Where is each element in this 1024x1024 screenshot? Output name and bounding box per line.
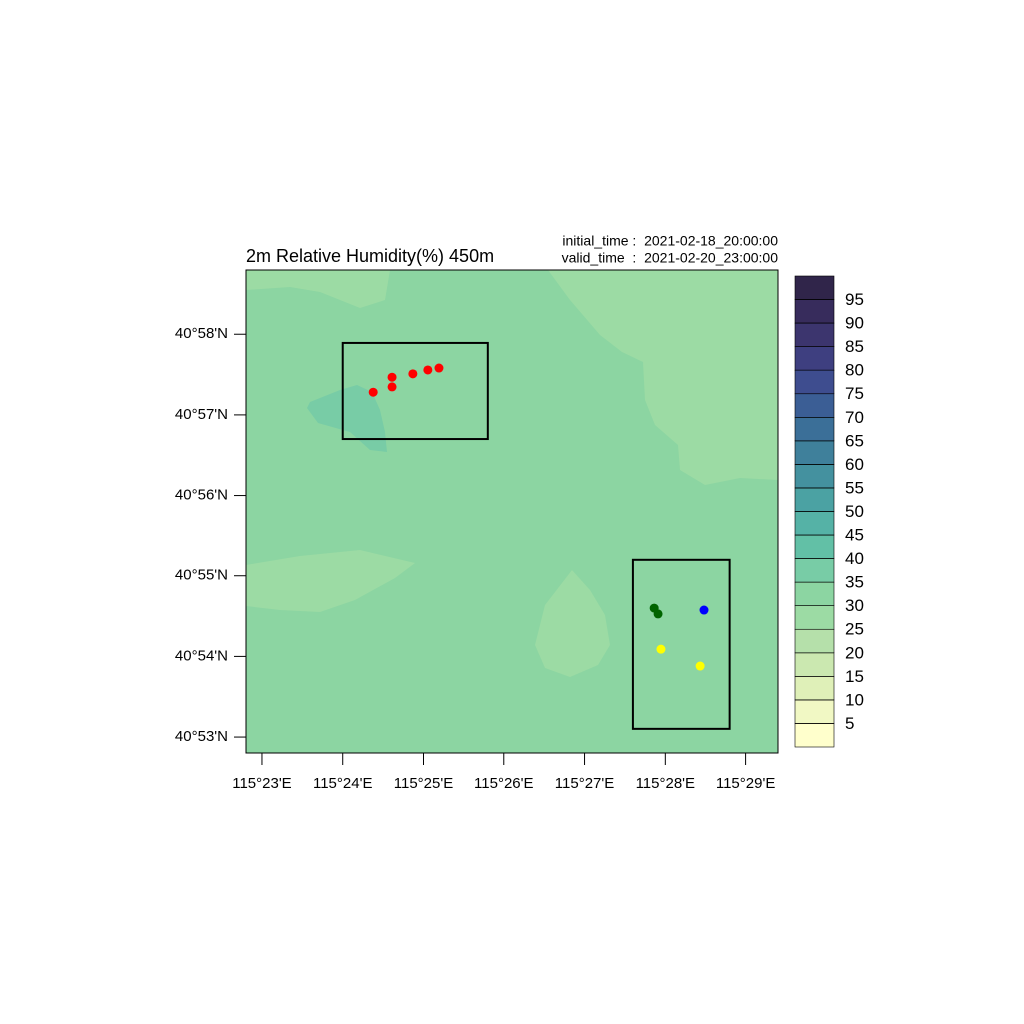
colorbar-box xyxy=(794,605,835,630)
valid-time: valid_time : 2021-02-20_23:00:00 xyxy=(562,250,779,266)
x-tick-label: 115°26'E xyxy=(474,775,533,792)
x-tick-label: 115°27'E xyxy=(555,775,614,792)
x-tick-label: 115°28'E xyxy=(636,775,695,792)
colorbar-label: 85 xyxy=(845,337,864,356)
colorbar-label: 10 xyxy=(845,690,864,709)
station-point xyxy=(408,369,418,379)
field-light xyxy=(535,570,610,677)
colorbar-label: 20 xyxy=(845,643,864,662)
y-tick-label: 40°53'N xyxy=(175,728,228,745)
station-point xyxy=(387,382,397,392)
station-point xyxy=(423,365,433,375)
colorbar-label: 70 xyxy=(845,408,864,427)
y-tick-label: 40°54'N xyxy=(175,647,228,664)
colorbar-box xyxy=(794,723,835,748)
colorbar-box xyxy=(794,511,835,536)
colorbar-box xyxy=(794,393,835,418)
y-tick-label: 40°56'N xyxy=(175,487,228,504)
colorbar-box xyxy=(794,676,835,701)
colorbar-label: 95 xyxy=(845,290,864,309)
plot-frame xyxy=(245,269,779,754)
colorbar-label: 30 xyxy=(845,596,864,615)
field-dark xyxy=(307,385,387,452)
colorbar-box xyxy=(794,652,835,677)
colorbar-box xyxy=(794,346,835,371)
x-tick-label: 115°24'E xyxy=(313,775,372,792)
colorbar-box xyxy=(794,275,835,300)
colorbar-box xyxy=(794,416,835,442)
colorbar-label: 25 xyxy=(845,620,864,639)
station-point xyxy=(434,363,444,373)
station-point xyxy=(387,372,397,382)
title: 2m Relative Humidity(%) 450m xyxy=(246,246,494,266)
colorbar-box xyxy=(794,299,835,324)
station-point xyxy=(653,609,663,619)
colorbar-box xyxy=(794,558,835,583)
x-tick-label: 115°25'E xyxy=(394,775,453,792)
colorbar-label: 80 xyxy=(845,361,864,380)
field-light xyxy=(246,550,415,612)
colorbar-label: 60 xyxy=(845,455,864,474)
colorbar-box xyxy=(794,534,835,559)
colorbar-box xyxy=(794,464,835,489)
colorbar-label: 75 xyxy=(845,384,864,403)
colorbar-label: 45 xyxy=(845,526,864,545)
colorbar-box xyxy=(794,440,835,465)
region-box xyxy=(341,341,489,441)
colorbar-label: 40 xyxy=(845,549,864,568)
station-point xyxy=(695,661,705,671)
field-light xyxy=(246,270,390,308)
station-point xyxy=(656,644,666,654)
colorbar-label: 5 xyxy=(845,714,854,733)
colorbar-box xyxy=(794,487,835,512)
colorbar-box xyxy=(794,699,835,724)
y-tick-label: 40°58'N xyxy=(175,325,228,342)
x-tick-label: 115°29'E xyxy=(716,775,775,792)
y-tick-label: 40°57'N xyxy=(175,406,228,423)
field-light xyxy=(548,270,778,485)
y-tick-label: 40°55'N xyxy=(175,567,228,584)
colorbar-box xyxy=(794,322,835,347)
colorbar-label: 65 xyxy=(845,431,864,450)
colorbar-label: 35 xyxy=(845,573,864,592)
colorbar-label: 90 xyxy=(845,314,864,333)
initial-time: initial_time : 2021-02-18_20:00:00 xyxy=(562,233,778,249)
region-box xyxy=(631,558,731,730)
colorbar-label: 55 xyxy=(845,478,864,497)
colorbar-label: 15 xyxy=(845,667,864,686)
colorbar-box xyxy=(794,628,835,654)
colorbar-box xyxy=(794,369,835,395)
colorbar-label: 50 xyxy=(845,502,864,521)
colorbar-box xyxy=(794,581,835,607)
station-point xyxy=(368,387,378,397)
station-point xyxy=(699,605,709,615)
x-tick-label: 115°23'E xyxy=(232,775,291,792)
